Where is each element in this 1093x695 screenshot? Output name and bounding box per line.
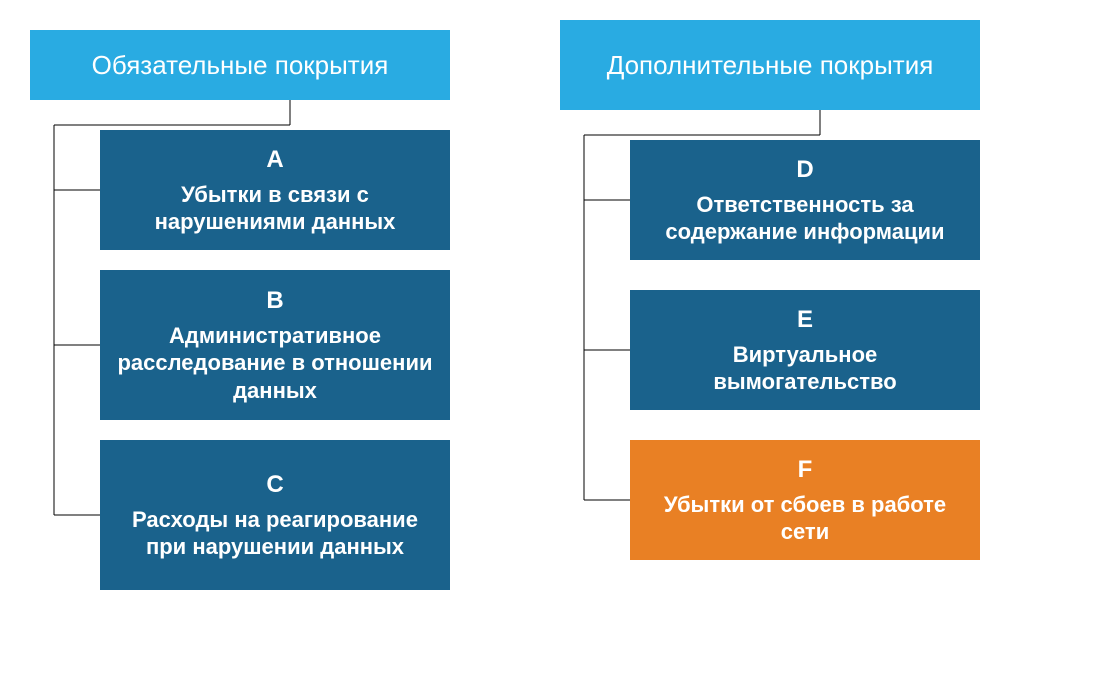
right-item-f: F Убытки от сбоев в работе сети [630, 440, 980, 560]
right-item-e: E Виртуальное вымогательство [630, 290, 980, 410]
item-text: Убытки от сбоев в работе сети [642, 491, 968, 546]
left-item-c: C Расходы на реагирование при нарушении … [100, 440, 450, 590]
right-header-label: Дополнительные покрытия [607, 49, 934, 82]
item-letter: E [797, 305, 813, 335]
diagram-stage: Обязательные покрытия A Убытки в связи с… [0, 0, 1093, 695]
item-text: Расходы на реагирование при нарушении да… [112, 506, 438, 561]
item-text: Ответственность за содержание информации [642, 191, 968, 246]
right-item-d: D Ответственность за содержание информац… [630, 140, 980, 260]
item-text: Виртуальное вымогательство [642, 341, 968, 396]
item-letter: F [798, 455, 813, 485]
item-letter: D [796, 155, 813, 185]
item-letter: A [266, 145, 283, 175]
left-item-a: A Убытки в связи с нарушениями данных [100, 130, 450, 250]
left-item-b: B Административное расследование в отнош… [100, 270, 450, 420]
left-header: Обязательные покрытия [30, 30, 450, 100]
item-letter: C [266, 470, 283, 500]
item-letter: B [266, 286, 283, 316]
left-header-label: Обязательные покрытия [92, 49, 389, 82]
item-text: Административное расследование в отношен… [112, 322, 438, 405]
item-text: Убытки в связи с нарушениями данных [112, 181, 438, 236]
right-header: Дополнительные покрытия [560, 20, 980, 110]
